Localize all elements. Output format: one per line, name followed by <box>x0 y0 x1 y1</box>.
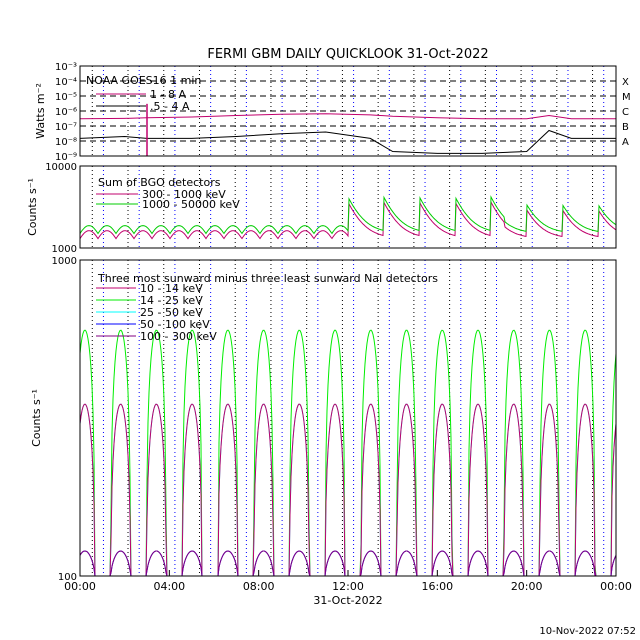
goes-flare-class-0: X <box>622 77 629 88</box>
goes-y-label: Watts m⁻² <box>34 83 47 139</box>
goes-y-ticks: 10⁻³ 10⁻⁴ 10⁻⁵ 10⁻⁶ 10⁻⁷ 10⁻⁸ 10⁻⁹ <box>55 62 85 163</box>
goes-y-tick-label-6: 10⁻⁹ <box>55 152 77 163</box>
x-tick-label-0: 00:00 <box>64 580 96 593</box>
nai-y-label: Counts s⁻¹ <box>30 389 43 447</box>
goes-y-tick-label-1: 10⁻⁴ <box>55 77 77 88</box>
nai-legend-label-4: 50 - 100 keV <box>140 318 210 331</box>
bgo-legend-title: Sum of BGO detectors <box>98 176 221 189</box>
bgo-y-ticks: 10000 1000 <box>45 162 77 255</box>
x-tick-label-5: 20:00 <box>511 580 543 593</box>
nai-series-line-0 <box>79 403 617 577</box>
bgo-y-label: Counts s⁻¹ <box>26 178 39 236</box>
goes-y-tick-label-4: 10⁻⁷ <box>55 122 77 133</box>
x-tick-label-4: 16:00 <box>421 580 453 593</box>
nai-series-line-2 <box>79 403 617 577</box>
goes-flare-class-2: C <box>622 107 629 118</box>
nai-series-line-1 <box>79 329 617 577</box>
x-tick-label-2: 08:00 <box>243 580 275 593</box>
x-tick-label-3: 12:00 <box>332 580 364 593</box>
x-tick-label-1: 04:00 <box>153 580 185 593</box>
bgo-legend-label-2: 1000 - 50000 keV <box>142 198 240 211</box>
bgo-panel-frame <box>79 165 617 249</box>
goes-legend-label-2: .5 - 4 A <box>150 100 190 113</box>
bgo-legend: Sum of BGO detectors 300 - 1000 keV 1000… <box>96 176 240 211</box>
nai-legend-title: Three most sunward minus three least sun… <box>97 272 438 285</box>
goes-plot-area <box>79 66 616 156</box>
nai-y-tick-label-1: 100 <box>58 572 77 583</box>
goes-y-tick-label-2: 10⁻⁵ <box>55 92 77 103</box>
goes-series-line-1 <box>79 129 616 154</box>
nai-y-ticks: 1000 100 <box>52 256 77 583</box>
bgo-series-line-1 <box>79 195 617 235</box>
goes-series-line-0 <box>79 113 616 120</box>
goes-legend-label-1: 1 - 8 A <box>150 88 186 101</box>
goes-y-tick-label-0: 10⁻³ <box>55 62 77 73</box>
goes-legend: NOAA GOES16 1 min 1 - 8 A .5 - 4 A <box>86 74 201 113</box>
bgo-plot-area <box>79 166 617 248</box>
nai-legend: Three most sunward minus three least sun… <box>96 272 438 343</box>
nai-legend-label-2: 14 - 25 keV <box>140 294 203 307</box>
nai-y-tick-label-0: 1000 <box>52 256 77 267</box>
bgo-legend-label-1: 300 - 1000 keV <box>142 188 226 201</box>
goes-legend-title: NOAA GOES16 1 min <box>86 74 201 87</box>
goes-flare-class-3: B <box>622 122 629 133</box>
bgo-panel: 10000 1000 Counts s⁻¹ Sum of BGO detector… <box>26 162 617 255</box>
goes-y-tick-label-5: 10⁻⁸ <box>55 137 77 148</box>
goes-y-tick-label-3: 10⁻⁶ <box>55 107 77 118</box>
nai-legend-label-5: 100 - 300 keV <box>140 330 217 343</box>
goes-flare-class-1: M <box>622 92 631 103</box>
footer-timestamp: 10-Nov-2022 07:52 <box>539 626 636 637</box>
x-axis-ticks: 00:00 04:00 08:00 12:00 16:00 20:00 00:00 <box>64 570 632 593</box>
figure-title: FERMI GBM DAILY QUICKLOOK 31-Oct-2022 <box>207 47 488 62</box>
bgo-y-tick-label-1: 1000 <box>52 244 77 255</box>
goes-flare-class-4: A <box>622 137 629 148</box>
x-tick-label-6: 00:00 <box>600 580 632 593</box>
bgo-y-tick-label-0: 10000 <box>45 162 77 173</box>
nai-panel: 1000 100 Counts s⁻¹ Three most sunward mi… <box>30 256 617 583</box>
nai-legend-label-3: 25 - 50 keV <box>140 306 203 319</box>
x-axis-label: 31-Oct-2022 <box>313 594 382 607</box>
nai-legend-label-1: 10 - 14 keV <box>140 282 203 295</box>
